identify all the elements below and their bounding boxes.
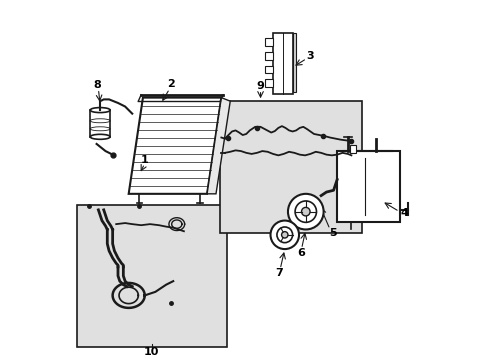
Text: 7: 7 [275,268,283,278]
Circle shape [301,207,309,216]
Text: 8: 8 [94,80,102,90]
Ellipse shape [90,108,110,113]
Bar [264,79,272,87]
Polygon shape [206,98,230,194]
Bar [77,204,226,347]
Text: 10: 10 [144,347,159,357]
Polygon shape [128,98,221,194]
Text: 6: 6 [296,248,304,258]
Bar [219,101,362,233]
Text: 4: 4 [399,208,407,219]
Circle shape [276,227,292,243]
Bar [264,66,272,73]
Circle shape [270,221,299,249]
Circle shape [294,201,316,222]
Bar [349,145,355,153]
Text: 3: 3 [306,50,314,60]
Text: 1: 1 [141,155,148,165]
Text: 9: 9 [256,81,264,91]
Text: 5: 5 [328,228,336,238]
Bar [264,39,272,46]
Bar [264,52,272,60]
Bar [272,33,292,94]
Bar [292,33,296,92]
Ellipse shape [90,134,110,139]
Circle shape [287,194,323,229]
Text: 2: 2 [167,80,175,89]
Bar [336,151,399,222]
Circle shape [281,231,287,238]
